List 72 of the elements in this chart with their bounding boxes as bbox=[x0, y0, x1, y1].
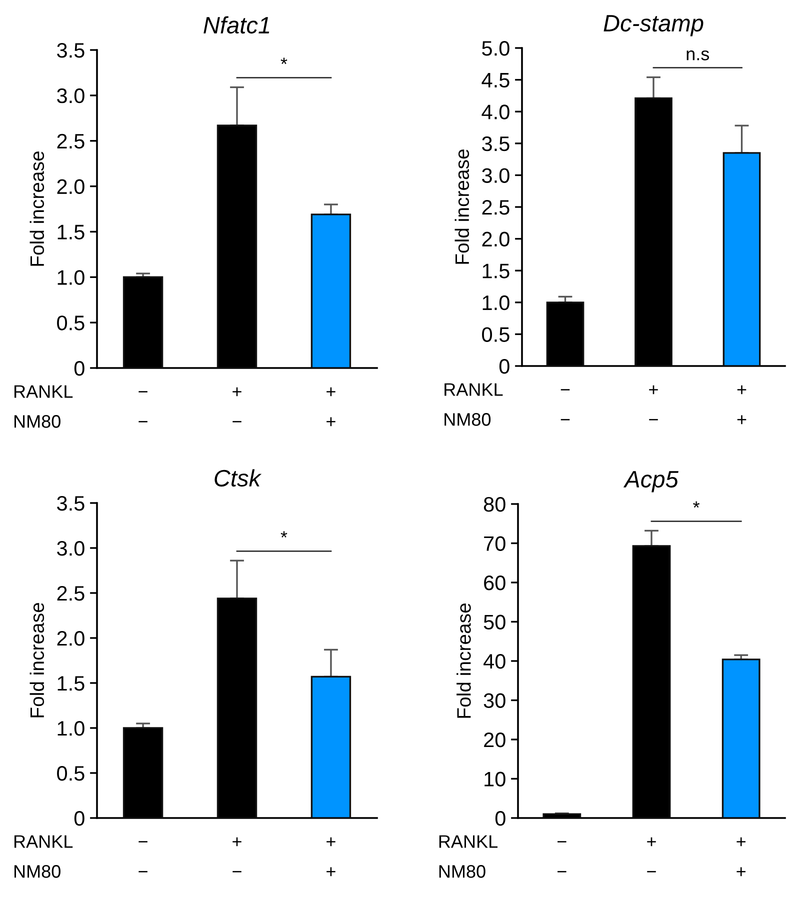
y-tick-label: 1.5 bbox=[58, 224, 84, 240]
bar bbox=[722, 152, 761, 366]
y-tick-label: 0.5 bbox=[57, 766, 84, 781]
y-tick-label: 4.0 bbox=[482, 104, 510, 120]
text: RANKL bbox=[14, 835, 73, 848]
y-tick-label: 3.5 bbox=[482, 136, 510, 152]
y-axis-title: Fold increase bbox=[30, 152, 44, 266]
text: NM80 bbox=[439, 865, 486, 878]
y-tick-label: 0.5 bbox=[57, 316, 84, 330]
category-label: + − bbox=[232, 387, 242, 422]
y-axis-title: Fold increase bbox=[30, 603, 44, 718]
y-tick-label: 1.0 bbox=[58, 721, 84, 736]
y-tick-label: 2.5 bbox=[482, 200, 510, 215]
annotation: * bbox=[280, 58, 288, 64]
y-tick-label: 80 bbox=[484, 497, 506, 512]
y-tick-label: 20 bbox=[484, 732, 506, 748]
text: RANKL bbox=[439, 835, 498, 848]
chart-title: Ctsk bbox=[214, 469, 262, 487]
y-axis-title: Fold increase bbox=[456, 604, 471, 718]
text: RANKL bbox=[14, 385, 73, 398]
y-tick-label: 0 bbox=[74, 811, 84, 826]
text: RANKL bbox=[444, 383, 503, 396]
y-tick-label: 1.5 bbox=[58, 676, 84, 691]
y-tick-label: 0 bbox=[499, 359, 510, 374]
y-tick-label: 0 bbox=[495, 811, 506, 826]
y-tick-label: 2.0 bbox=[57, 631, 84, 646]
y-tick-label: 10 bbox=[484, 772, 506, 787]
y-tick-label: 3.0 bbox=[57, 88, 84, 104]
category-label: − − bbox=[138, 841, 148, 872]
category-label: + − bbox=[649, 385, 658, 420]
y-tick-label: 2.5 bbox=[57, 586, 84, 601]
y-tick-label: 1.0 bbox=[482, 295, 510, 310]
category-label: − − bbox=[558, 841, 566, 872]
y-tick-label: 3.5 bbox=[57, 496, 84, 511]
y-tick-label: 5.0 bbox=[482, 41, 510, 56]
y-tick-label: 50 bbox=[484, 614, 506, 630]
y-axis-title: Fold increase bbox=[454, 150, 470, 264]
y-tick-label: 3.0 bbox=[57, 541, 84, 556]
text: NM80 bbox=[14, 415, 60, 428]
y-tick-label: 2.0 bbox=[57, 179, 84, 194]
y-tick-label: 60 bbox=[484, 576, 506, 590]
y-tick-label: 3.5 bbox=[57, 43, 84, 58]
annotation: * bbox=[280, 531, 288, 538]
y-tick-label: 1.0 bbox=[58, 270, 84, 285]
category-label: − − bbox=[138, 391, 148, 422]
annotation: * bbox=[693, 501, 700, 508]
x-tick-label: + + bbox=[326, 387, 336, 426]
chart-title: Acp5 bbox=[623, 471, 678, 492]
y-tick-label: 40 bbox=[484, 654, 506, 669]
y-tick-label: 2.5 bbox=[57, 134, 84, 149]
chart-title: Nfatc1 bbox=[204, 16, 270, 34]
y-tick-label: 4.5 bbox=[482, 73, 510, 88]
y-tick-label: 30 bbox=[484, 693, 506, 708]
x-tick-label: + + bbox=[736, 837, 746, 876]
y-tick-label: 0.5 bbox=[482, 327, 510, 342]
x-tick-label: + + bbox=[737, 385, 746, 424]
category-label: − − bbox=[560, 389, 570, 420]
bar bbox=[310, 676, 352, 818]
text: NM80 bbox=[444, 413, 491, 426]
bar bbox=[722, 658, 760, 818]
bar bbox=[310, 214, 352, 368]
y-tick-label: 0 bbox=[74, 361, 84, 376]
category-label: + − bbox=[232, 837, 242, 872]
y-tick-label: 1.5 bbox=[482, 264, 510, 278]
y-tick-label: 3.0 bbox=[482, 168, 510, 183]
annotation: n.s bbox=[686, 50, 710, 60]
text: NM80 bbox=[14, 865, 60, 878]
y-tick-label: 2.0 bbox=[482, 232, 510, 247]
y-tick-label: 70 bbox=[484, 536, 506, 552]
category-label: + − bbox=[647, 837, 656, 872]
chart-title: Dc-stamp bbox=[604, 15, 704, 36]
x-tick-label: + + bbox=[326, 837, 336, 876]
